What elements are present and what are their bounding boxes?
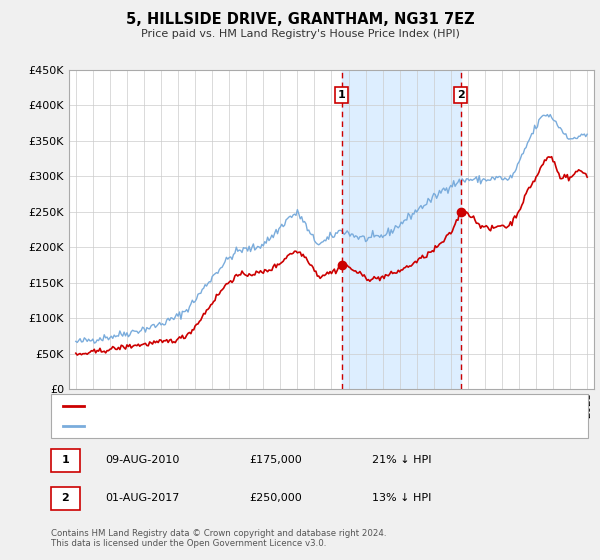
Text: 2: 2 [457,90,464,100]
Text: Contains HM Land Registry data © Crown copyright and database right 2024.: Contains HM Land Registry data © Crown c… [51,529,386,538]
Text: 1: 1 [338,90,346,100]
Text: 1: 1 [62,455,69,465]
Text: 5, HILLSIDE DRIVE, GRANTHAM, NG31 7EZ (detached house): 5, HILLSIDE DRIVE, GRANTHAM, NG31 7EZ (d… [89,401,404,411]
Bar [342,70,461,389]
Text: HPI: Average price, detached house, South Kesteven: HPI: Average price, detached house, Sout… [89,421,363,431]
Text: Price paid vs. HM Land Registry's House Price Index (HPI): Price paid vs. HM Land Registry's House … [140,29,460,39]
Text: 13% ↓ HPI: 13% ↓ HPI [372,493,431,503]
Text: 2: 2 [62,493,69,503]
Text: 01-AUG-2017: 01-AUG-2017 [105,493,179,503]
Text: 09-AUG-2010: 09-AUG-2010 [105,455,179,465]
Text: £175,000: £175,000 [249,455,302,465]
Text: £250,000: £250,000 [249,493,302,503]
Text: 5, HILLSIDE DRIVE, GRANTHAM, NG31 7EZ: 5, HILLSIDE DRIVE, GRANTHAM, NG31 7EZ [125,12,475,27]
Text: This data is licensed under the Open Government Licence v3.0.: This data is licensed under the Open Gov… [51,539,326,548]
Text: 21% ↓ HPI: 21% ↓ HPI [372,455,431,465]
